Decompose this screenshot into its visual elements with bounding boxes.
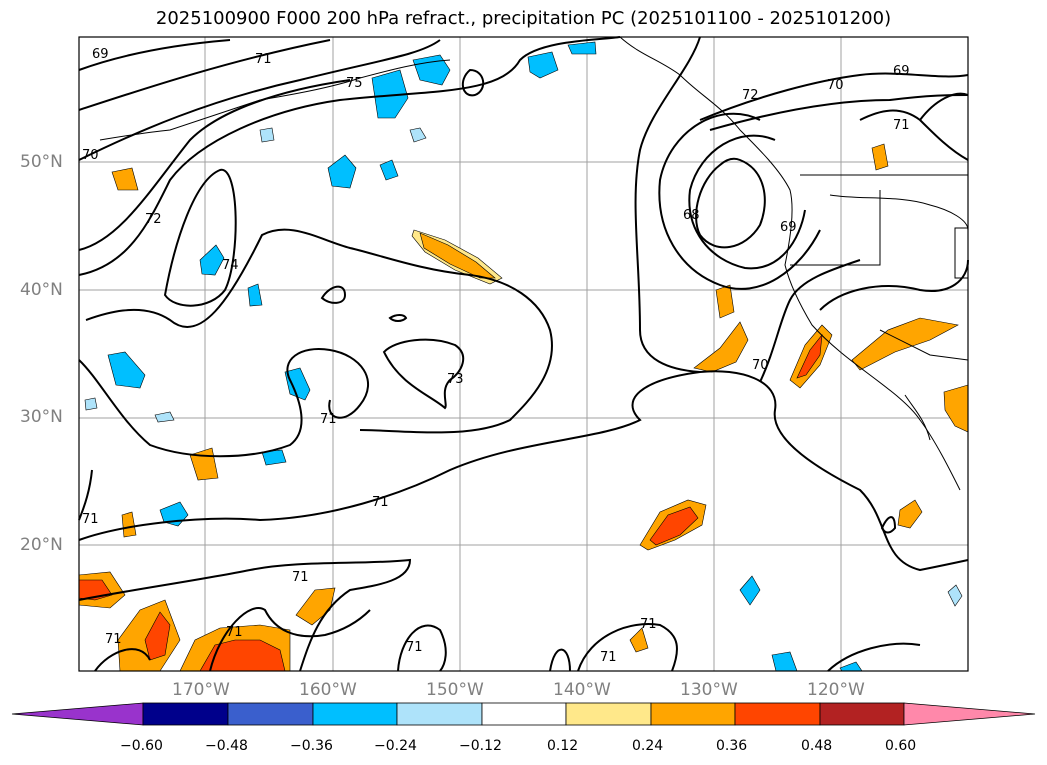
contour-label: 73 <box>447 372 464 387</box>
lon-label: 130°W <box>680 680 738 700</box>
map-title: 2025100900 F000 200 hPa refract., precip… <box>155 8 892 29</box>
lon-label: 140°W <box>553 680 611 700</box>
colorbar-tick-label: −0.48 <box>205 738 248 754</box>
contour-label: 71 <box>893 118 910 133</box>
contour-label: 71 <box>320 412 337 427</box>
contour-label: 71 <box>600 650 617 665</box>
contour-label: 71 <box>82 512 99 527</box>
lon-label: 170°W <box>172 680 230 700</box>
contour-label: 71 <box>292 570 309 585</box>
lat-label: 50°N <box>20 152 63 172</box>
colorbar-bin <box>819 702 905 726</box>
colorbar-tick-label: 0.60 <box>885 738 917 754</box>
colorbar-tick-label: −0.60 <box>120 738 163 754</box>
colorbar-bin <box>142 702 229 726</box>
colorbar <box>11 702 1036 726</box>
colorbar-bin <box>565 702 652 726</box>
lat-label: 30°N <box>20 407 63 427</box>
contour-label: 69 <box>780 220 797 235</box>
colorbar-tick-label: −0.24 <box>374 738 417 754</box>
colorbar-extend-high <box>903 702 1036 726</box>
contour-label: 72 <box>145 212 162 227</box>
contour-label: 69 <box>92 47 109 62</box>
lon-label: 160°W <box>299 680 357 700</box>
colorbar-tick-label: 0.12 <box>547 738 579 754</box>
colorbar-bin <box>227 702 314 726</box>
contour-label: 71 <box>406 640 423 655</box>
colorbar-bin <box>481 702 567 726</box>
contour-label: 71 <box>255 52 272 67</box>
coastlines <box>99 36 969 491</box>
lon-label: 150°W <box>426 680 484 700</box>
colorbar-tick-label: −0.36 <box>290 738 333 754</box>
contour-label: 71 <box>226 625 243 640</box>
contour-label: 71 <box>105 632 122 647</box>
contour-label: 68 <box>683 208 700 223</box>
contour-label: 70 <box>752 358 769 373</box>
colorbar-tick-label: 0.36 <box>716 738 748 754</box>
colorbar-tick-label: −0.12 <box>459 738 502 754</box>
contour-label: 70 <box>82 148 99 163</box>
precip-positive <box>78 143 969 672</box>
map-frame <box>78 36 969 672</box>
colorbar-tick-label: 0.48 <box>801 738 833 754</box>
colorbar-bin <box>396 702 483 726</box>
contour-label: 72 <box>742 88 759 103</box>
contour-label: 70 <box>827 78 844 93</box>
lat-label: 40°N <box>20 280 63 300</box>
refractivity-contours <box>78 36 969 672</box>
contour-label: 71 <box>372 495 389 510</box>
colorbar-tick-label: 0.24 <box>632 738 664 754</box>
colorbar-bin <box>734 702 821 726</box>
colorbar-bin <box>650 702 736 726</box>
contour-label: 71 <box>640 617 657 632</box>
contour-label: 75 <box>346 76 363 91</box>
lon-label: 120°W <box>807 680 865 700</box>
lat-label: 20°N <box>20 535 63 555</box>
colorbar-bin <box>312 702 398 726</box>
graticule <box>79 37 968 671</box>
colorbar-extend-low <box>11 702 144 726</box>
contour-label: 74 <box>222 258 239 273</box>
contour-label: 69 <box>893 64 910 79</box>
